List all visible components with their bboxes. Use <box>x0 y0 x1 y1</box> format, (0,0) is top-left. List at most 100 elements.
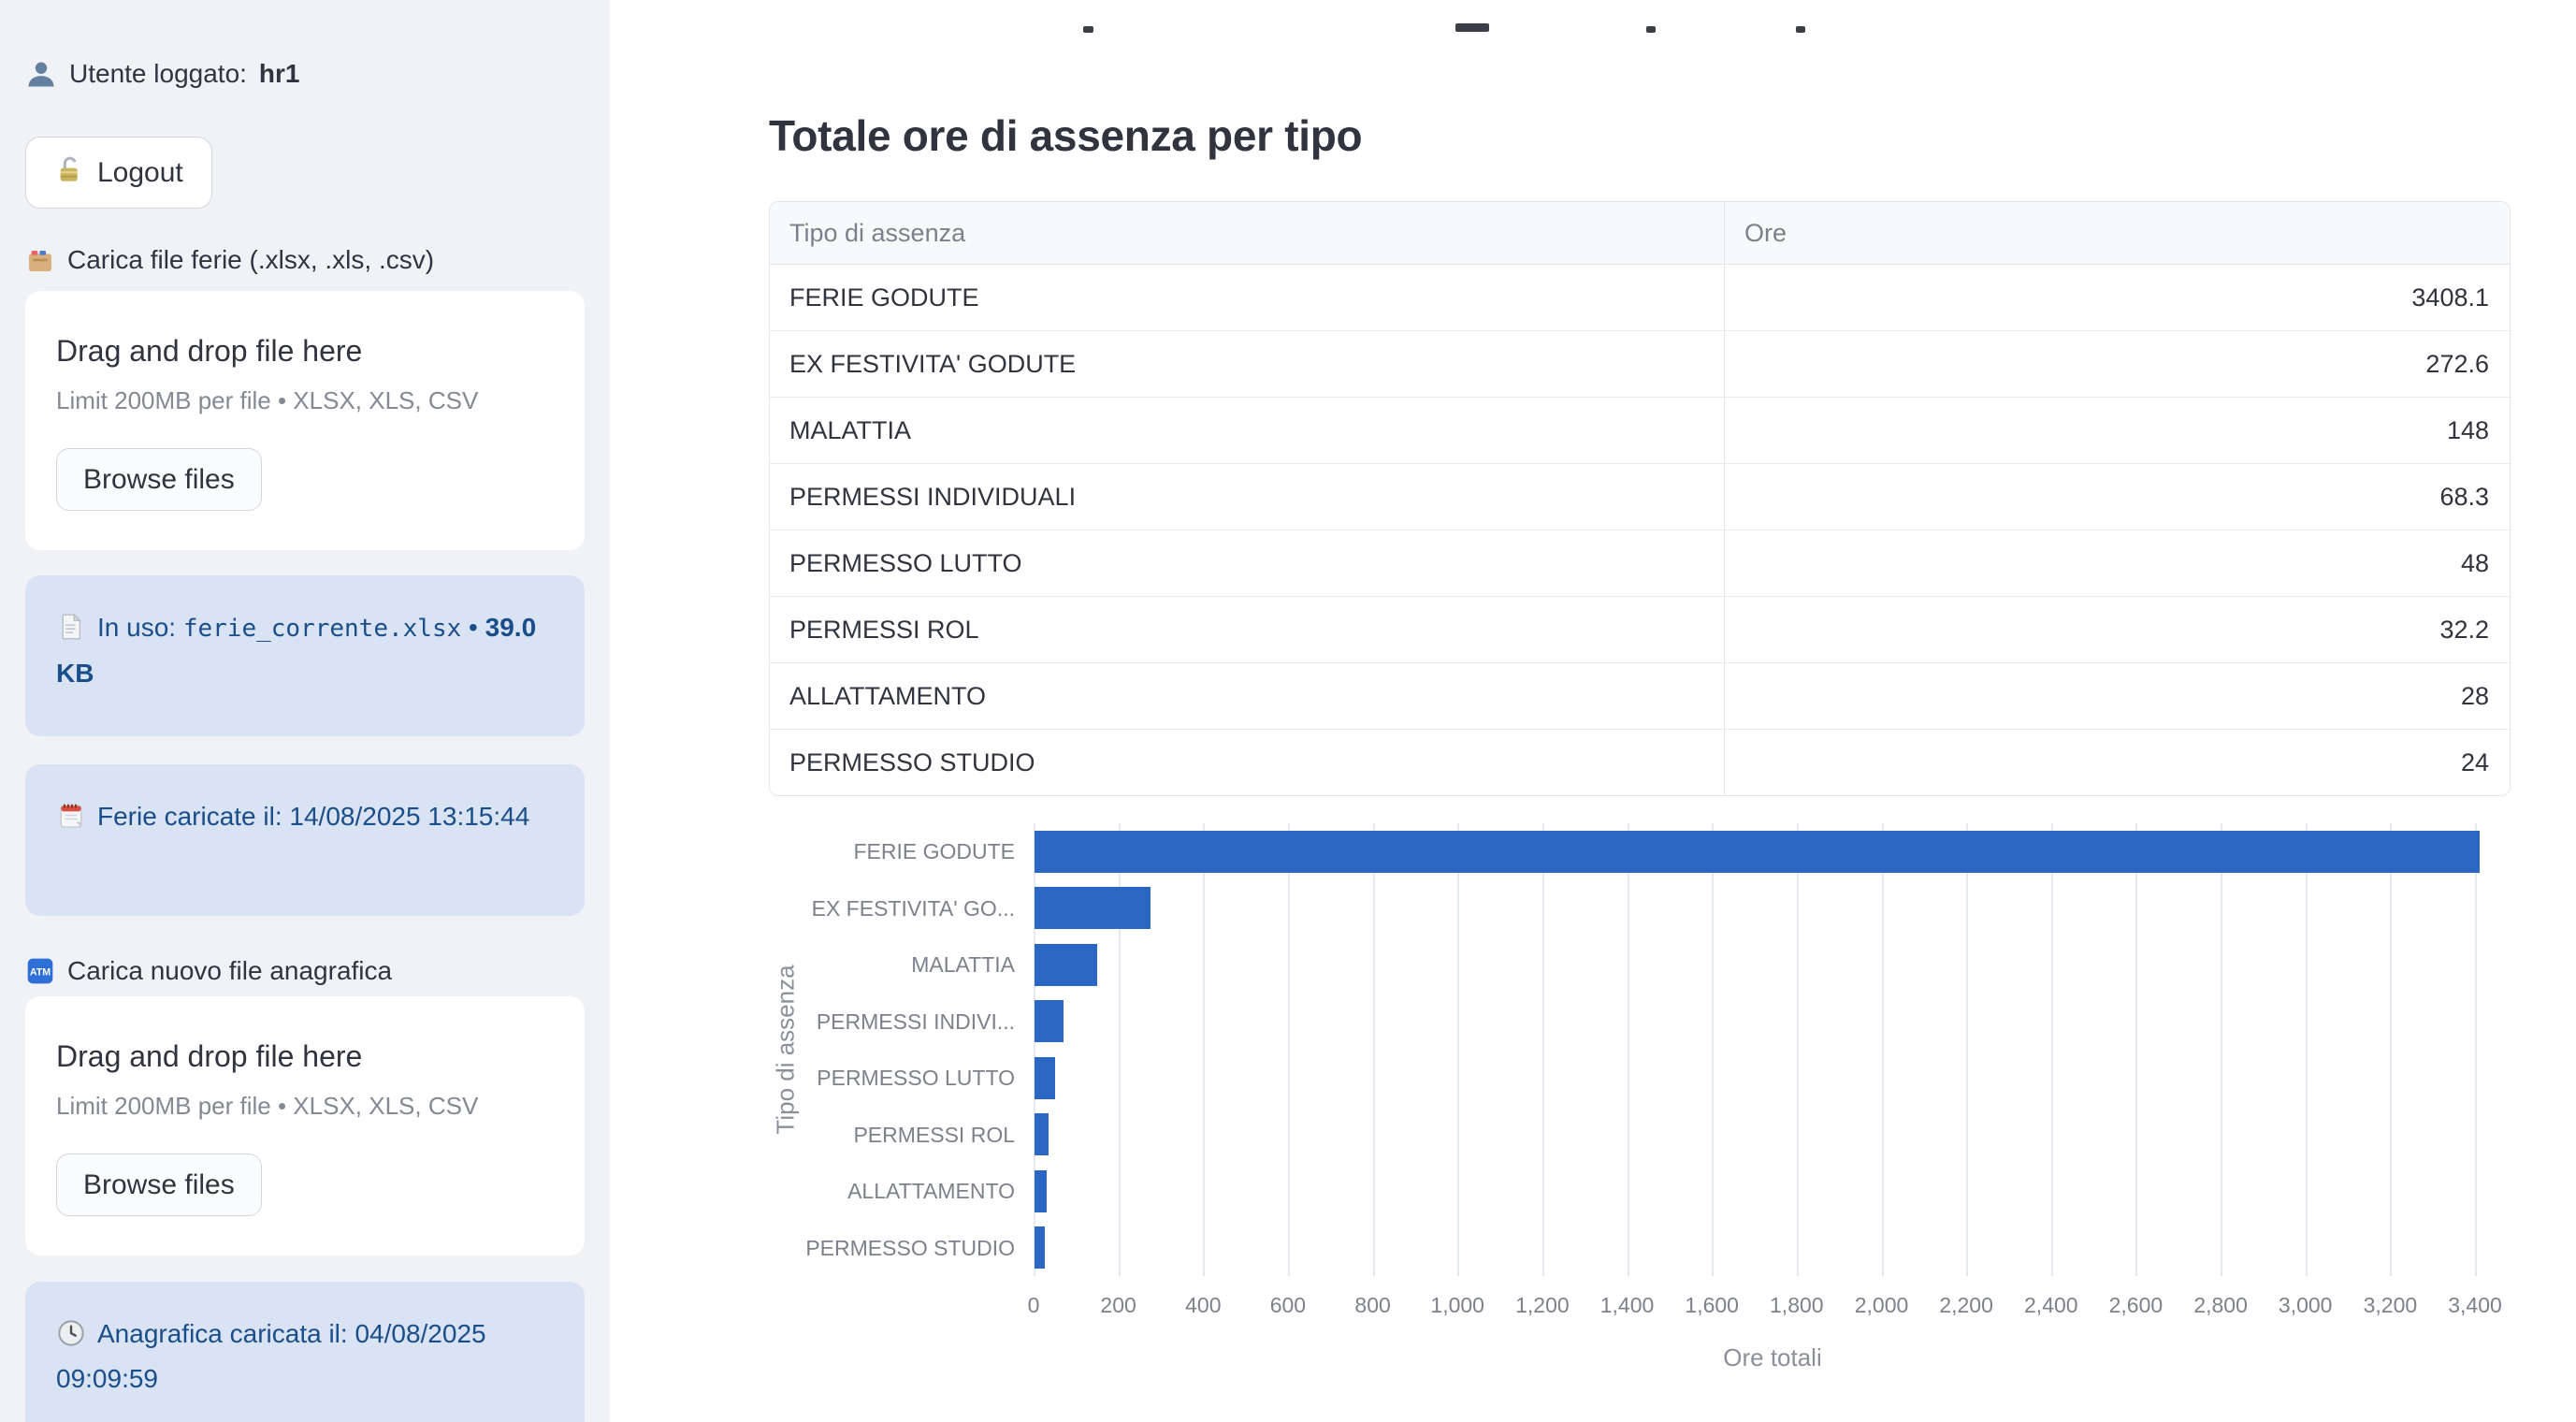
column-header-ore[interactable]: Ore <box>1744 218 1787 247</box>
dropzone-title: Drag and drop file here <box>56 334 363 368</box>
clipped-text-fragment <box>1646 26 1656 33</box>
gridline <box>1203 823 1206 1276</box>
table-row: PERMESSO LUTTO 48 <box>770 530 2510 596</box>
svg-text:ATM: ATM <box>30 967 51 979</box>
x-tick-label: 1,400 <box>1599 1293 1655 1317</box>
category-label: EX FESTIVITA' GO... <box>811 895 1015 921</box>
y-axis-title: Tipo di assenza <box>771 965 800 1135</box>
x-tick-label: 1,000 <box>1430 1293 1484 1317</box>
ferie-dropzone[interactable]: Drag and drop file here Limit 200MB per … <box>25 291 585 550</box>
gridline <box>1966 823 1969 1276</box>
x-tick-label: 400 <box>1185 1293 1222 1317</box>
cell-tipo: MALATTIA <box>770 398 1725 463</box>
x-tick-label: 200 <box>1100 1293 1136 1317</box>
cell-tipo: PERMESSI ROL <box>770 597 1725 662</box>
gridline <box>2475 823 2477 1276</box>
category-label: PERMESSO LUTTO <box>817 1066 1015 1091</box>
cell-ore: 28 <box>2460 681 2489 710</box>
in-use-prefix: In uso: <box>97 613 177 642</box>
clipped-text-fragment <box>1796 26 1805 33</box>
bar-allattamento[interactable] <box>1035 1169 1047 1212</box>
x-tick-label: 1,600 <box>1685 1293 1739 1317</box>
anagrafica-upload-label-row: ATM Carica nuovo file anagrafica <box>25 956 585 986</box>
anagrafica-dropzone[interactable]: Drag and drop file here Limit 200MB per … <box>25 996 585 1255</box>
anagrafica-loaded-infobox: Anagrafica caricata il: 04/08/2025 09:09… <box>25 1282 585 1422</box>
x-tick-label: 3,200 <box>2363 1293 2418 1317</box>
logged-user-row: Utente loggato: hr1 <box>25 58 585 90</box>
bar-permesso-lutto[interactable] <box>1035 1056 1055 1099</box>
column-header-tipo[interactable]: Tipo di assenza <box>770 202 1725 264</box>
x-axis-title: Ore totali <box>1723 1343 1822 1371</box>
gridline <box>1712 823 1715 1276</box>
bar-permesso-studio[interactable] <box>1035 1226 1045 1270</box>
cell-ore: 272.6 <box>2425 349 2489 378</box>
dropzone-title: Drag and drop file here <box>56 1039 363 1073</box>
bar-ferie-godute[interactable] <box>1035 830 2480 873</box>
in-use-filename: ferie_corrente.xlsx <box>182 615 462 643</box>
absence-table-body: FERIE GODUTE 3408.1 EX FESTIVITA' GODUTE 27… <box>770 265 2510 795</box>
cell-ore: 32.2 <box>2439 615 2489 644</box>
logged-user-name: hr1 <box>258 59 300 88</box>
clipped-text-fragment <box>1083 26 1093 33</box>
table-row: PERMESSI INDIVIDUALI 68.3 <box>770 463 2510 530</box>
cell-ore: 48 <box>2460 548 2489 577</box>
bar-permessi-rol[interactable] <box>1035 1113 1049 1156</box>
ferie-loaded-infobox: Ferie caricate il: 14/08/2025 13:15:44 <box>25 764 585 916</box>
x-tick-label: 3,400 <box>2448 1293 2502 1317</box>
category-label: MALATTIA <box>911 952 1015 978</box>
table-row: FERIE GODUTE 3408.1 <box>770 265 2510 330</box>
x-tick-label: 600 <box>1269 1293 1307 1317</box>
clipped-text-fragment <box>1455 23 1489 32</box>
card-file-box-icon <box>25 245 55 275</box>
in-use-separator: • <box>469 613 478 642</box>
x-tick-label: 800 <box>1354 1293 1391 1317</box>
anagrafica-loaded-text: Anagrafica caricata il: 04/08/2025 09:09… <box>56 1319 486 1393</box>
gridline <box>1372 823 1375 1276</box>
ferie-loaded-text: Ferie caricate il: 14/08/2025 13:15:44 <box>97 802 530 831</box>
x-tick-label: 1,200 <box>1515 1293 1570 1317</box>
cell-tipo: ALLATTAMENTO <box>770 663 1725 729</box>
cell-tipo: PERMESSO STUDIO <box>770 730 1725 795</box>
dropzone-limit: Limit 200MB per file • XLSX, XLS, CSV <box>56 1092 479 1120</box>
cell-ore: 24 <box>2460 747 2489 776</box>
cell-tipo: PERMESSI INDIVIDUALI <box>770 464 1725 530</box>
bar-ex-festivita-godute[interactable] <box>1035 887 1151 930</box>
category-label: FERIE GODUTE <box>853 839 1015 864</box>
cell-ore: 148 <box>2446 415 2489 444</box>
cell-tipo: EX FESTIVITA' GODUTE <box>770 331 1725 397</box>
calendar-icon <box>56 801 86 831</box>
dropzone-limit: Limit 200MB per file • XLSX, XLS, CSV <box>56 386 479 414</box>
category-label: PERMESSI ROL <box>853 1122 1015 1147</box>
x-tick-label: 2,400 <box>2024 1293 2078 1317</box>
gridline <box>2050 823 2053 1276</box>
gridline <box>2305 823 2308 1276</box>
category-label: ALLATTAMENTO <box>847 1179 1015 1204</box>
absence-table-header: Tipo di assenza Ore <box>770 202 2510 265</box>
x-tick-label: 2,800 <box>2193 1293 2248 1317</box>
table-row: EX FESTIVITA' GODUTE 272.6 <box>770 330 2510 397</box>
table-row: PERMESSO STUDIO 24 <box>770 729 2510 795</box>
browse-files-button[interactable]: Browse files <box>56 1154 262 1216</box>
clock-icon <box>56 1318 86 1348</box>
in-use-size: 39.0 KB <box>56 613 537 688</box>
table-row: MALATTIA 148 <box>770 397 2510 463</box>
in-use-infobox: In uso: ferie_corrente.xlsx • 39.0 KB <box>25 575 585 736</box>
x-tick-label: 1,800 <box>1770 1293 1824 1317</box>
cell-ore: 3408.1 <box>2411 283 2489 312</box>
absence-table[interactable]: Tipo di assenza Ore FERIE GODUTE 3408.1 EX… <box>769 201 2511 796</box>
bar-permessi-individuali[interactable] <box>1035 1000 1064 1043</box>
x-tick-label: 3,000 <box>2278 1293 2333 1317</box>
x-tick-label: 2,000 <box>1854 1293 1909 1317</box>
gridline <box>1881 823 1884 1276</box>
cell-tipo: FERIE GODUTE <box>770 265 1725 330</box>
gridline <box>1457 823 1460 1276</box>
gridline <box>2135 823 2138 1276</box>
bar-malattia[interactable] <box>1035 943 1098 986</box>
gridline <box>1118 823 1121 1276</box>
gridline <box>1541 823 1544 1276</box>
logout-button[interactable]: Logout <box>25 137 212 209</box>
x-tick-label: 0 <box>1027 1293 1040 1317</box>
x-tick-label: 2,200 <box>1939 1293 1993 1317</box>
logged-user-label: Utente loggato: <box>69 59 247 88</box>
browse-files-button[interactable]: Browse files <box>56 448 262 511</box>
